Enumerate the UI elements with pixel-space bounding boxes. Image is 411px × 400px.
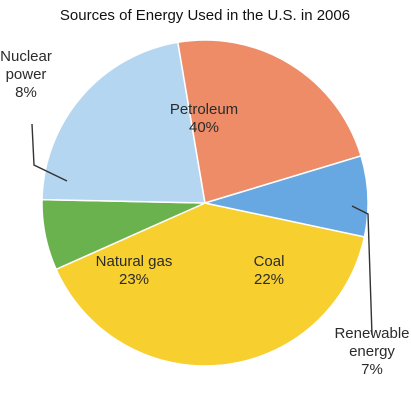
slice-label-petroleum: Petroleum 40% (170, 101, 238, 136)
slice-label-renewable-energy: Renewable energy 7% (334, 325, 409, 378)
slice-label-nuclear-power: Nuclear power 8% (0, 48, 52, 101)
pie-slice-nuclear-power (204, 154, 369, 238)
leader-line-renewable-energy (351, 205, 373, 336)
slice-labels: Petroleum 40% Renewable energy 7% Coal 22% Natu… (0, 48, 409, 378)
chart-title: Sources of Energy Used in the U.S. in 20… (60, 7, 350, 24)
leader-lines (31, 123, 373, 336)
leader-line-nuclear-power (31, 123, 68, 182)
pie-slice-natural-gas (176, 39, 362, 204)
slice-label-coal: Coal 22% (254, 253, 285, 288)
pie-slices (41, 39, 369, 367)
pie-slice-petroleum (55, 202, 366, 367)
slice-label-natural-gas: Natural gas 23% (96, 253, 173, 288)
pie-slice-coal (41, 41, 206, 204)
